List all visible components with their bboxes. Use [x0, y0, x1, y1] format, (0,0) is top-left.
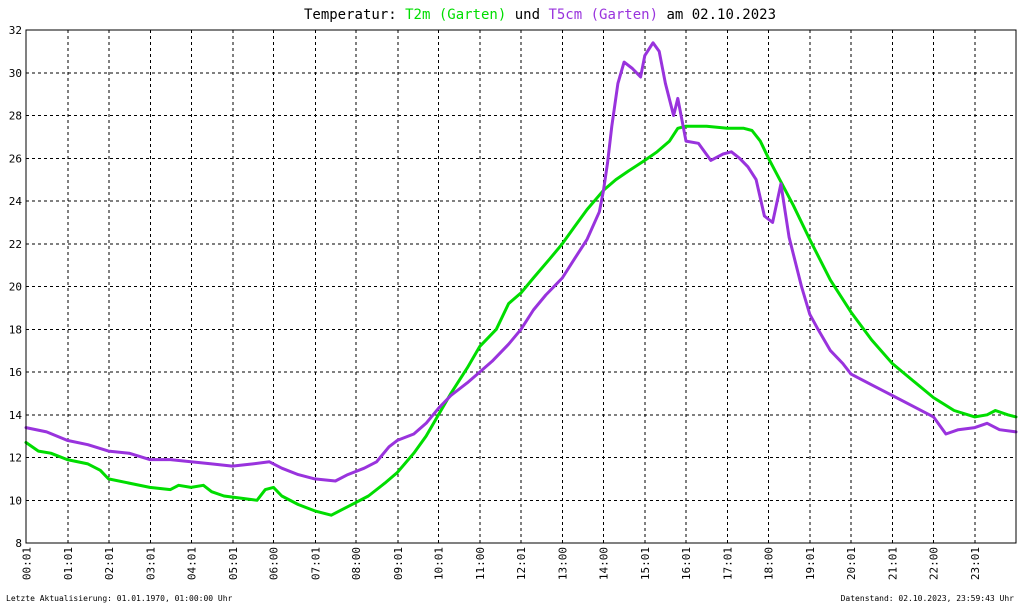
y-tick-label: 18	[9, 323, 22, 336]
x-tick-label: 19:01	[804, 547, 817, 580]
x-tick-labels: 00:01 01:01 02:01 03:01 04:01 05:01 06:00 07:01…	[21, 547, 982, 580]
title-suffix: am 02.10.2023	[658, 7, 776, 23]
axes	[25, 29, 1017, 544]
y-tick-label: 12	[9, 452, 22, 465]
x-tick-label: 16:01	[680, 547, 693, 580]
x-tick-label: 10:01	[433, 547, 446, 580]
x-tick-label: 15:01	[639, 547, 652, 580]
title-prefix: Temperatur:	[304, 7, 405, 23]
x-tick-label: 04:01	[186, 547, 199, 580]
series-lines	[24, 41, 1018, 517]
title-connector: und	[506, 7, 548, 23]
x-tick-label: 03:01	[144, 547, 157, 580]
y-tick-label: 14	[9, 409, 23, 422]
x-tick-label: 12:01	[515, 547, 528, 580]
x-tick-label: 23:01	[969, 547, 982, 580]
series-line-t2m	[24, 124, 1018, 517]
x-tick-label: 21:01	[886, 547, 899, 580]
title-series2: T5cm (Garten)	[548, 7, 658, 23]
x-tick-label: 11:00	[474, 547, 487, 580]
chart-title: Temperatur: T2m (Garten) und T5cm (Garte…	[304, 7, 776, 23]
x-tick-label: 00:01	[21, 547, 34, 580]
y-tick-label: 8	[15, 537, 22, 550]
x-tick-label: 14:00	[598, 547, 611, 580]
y-tick-label: 10	[9, 494, 22, 507]
x-tick-label: 20:01	[845, 547, 858, 580]
x-tick-label: 09:01	[392, 547, 405, 580]
series-line-t5cm	[24, 41, 1018, 483]
y-tick-label: 30	[9, 67, 22, 80]
y-tick-label: 20	[9, 281, 22, 294]
x-tick-label: 02:01	[103, 547, 116, 580]
x-tick-label: 13:00	[556, 547, 569, 580]
y-tick-label: 32	[9, 24, 22, 37]
y-tick-label: 28	[9, 110, 22, 123]
title-series1: T2m (Garten)	[405, 7, 506, 23]
y-tick-label: 26	[9, 152, 22, 165]
x-tick-label: 06:00	[268, 547, 281, 580]
y-tick-labels: 8 10 12 14 16 18 20 22 24 26 28 30 32	[9, 24, 23, 550]
x-tick-label: 05:01	[227, 547, 240, 580]
x-tick-label: 01:01	[62, 547, 75, 580]
footer-data-timestamp: Datenstand: 02.10.2023, 23:59:43 Uhr	[841, 594, 1015, 603]
y-tick-label: 16	[9, 366, 22, 379]
y-tick-label: 22	[9, 238, 22, 251]
x-tick-label: 07:01	[309, 547, 322, 580]
grid	[26, 30, 1016, 543]
y-tick-label: 24	[9, 195, 23, 208]
footer-last-update: Letzte Aktualisierung: 01.01.1970, 01:00…	[6, 594, 233, 603]
x-tick-label: 18:00	[763, 547, 776, 580]
plot-border	[25, 29, 1017, 544]
x-tick-label: 22:00	[928, 547, 941, 580]
x-tick-label: 08:00	[350, 547, 363, 580]
x-tick-label: 17:01	[721, 547, 734, 580]
